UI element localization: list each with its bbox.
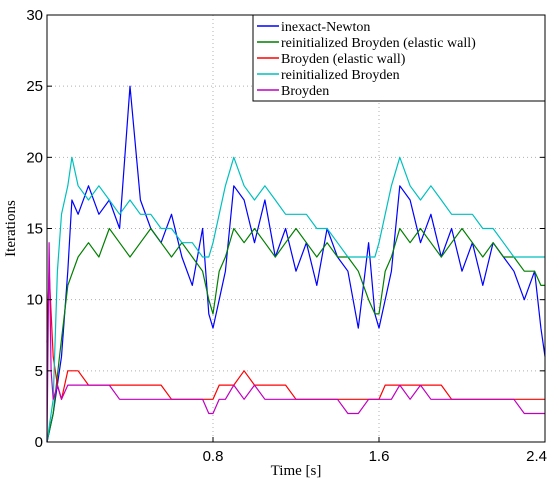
legend-label: reinitialized Broyden bbox=[281, 68, 400, 83]
y-tick-label: 20 bbox=[26, 149, 43, 166]
legend-label: Broyden (elastic wall) bbox=[281, 52, 406, 67]
y-axis-label: Iterations bbox=[3, 200, 19, 257]
series-lines bbox=[46, 85, 546, 443]
series-line-reinitialized-broyden bbox=[46, 156, 545, 443]
y-tick-label: 5 bbox=[35, 363, 43, 380]
legend-box bbox=[252, 14, 546, 102]
legend-label: Broyden bbox=[281, 84, 329, 99]
series-line-broyden-elastic-wall bbox=[46, 270, 545, 400]
y-tick-label: 15 bbox=[26, 221, 43, 238]
y-tick-label: 0 bbox=[35, 434, 43, 451]
x-tick-label: 0.8 bbox=[203, 448, 224, 465]
legend-label: reinitialized Broyden (elastic wall) bbox=[281, 36, 476, 51]
y-tick-label: 10 bbox=[26, 292, 43, 309]
axis-ticks: 0 5 10 15 20 25 30 0.8 1.6 2.4 bbox=[26, 7, 547, 465]
x-axis-label: Time [s] bbox=[271, 463, 322, 479]
x-tick-label: 1.6 bbox=[369, 448, 390, 465]
y-tick-label: 25 bbox=[26, 78, 43, 95]
y-tick-label: 30 bbox=[26, 7, 43, 24]
series-line-inexact-newton bbox=[46, 85, 546, 443]
legend-label: inexact-Newton bbox=[281, 20, 370, 35]
series-line-broyden bbox=[46, 242, 545, 443]
x-tick-label: 2.4 bbox=[526, 448, 547, 465]
series-line-reinitialized-broyden-elastic-wall bbox=[46, 227, 545, 443]
